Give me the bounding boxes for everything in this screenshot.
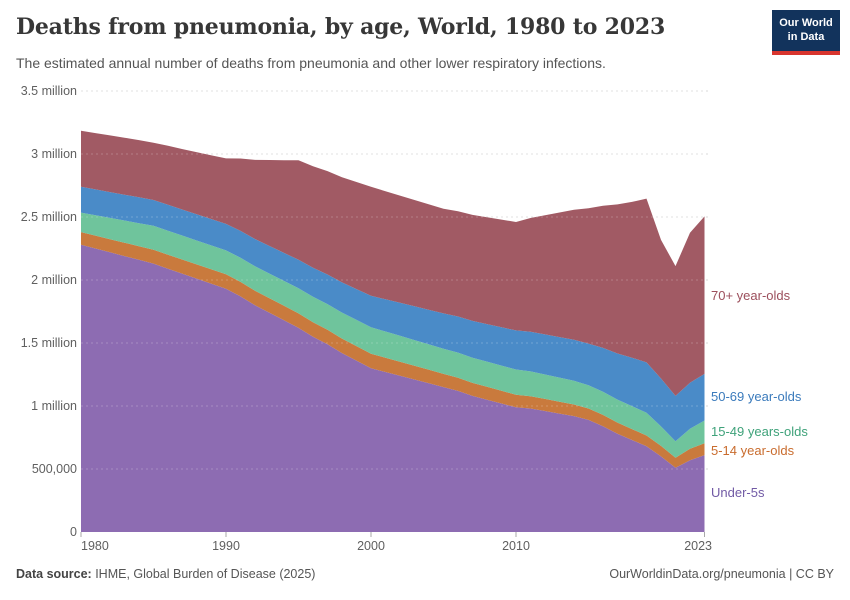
y-tick-label-3m: 3 million: [31, 147, 77, 161]
owid-logo-line2: in Data: [787, 30, 825, 43]
y-tick-label-3-5m: 3.5 million: [20, 84, 77, 98]
area-under-5s: [81, 244, 705, 532]
owid-logo-line1: Our World: [779, 17, 833, 29]
data-source-note: Data source: IHME, Global Burden of Dise…: [16, 567, 315, 581]
series-label-5-14: 5-14 year-olds: [711, 443, 795, 458]
chart-subtitle: The estimated annual number of deaths fr…: [16, 55, 606, 71]
series-label-15-49: 15-49 years-olds: [711, 424, 808, 439]
data-source-text: IHME, Global Burden of Disease (2025): [91, 567, 316, 581]
x-tick-label-1990: 1990: [212, 539, 240, 553]
area-5-14-year-olds: [81, 232, 705, 468]
y-tick-label-1m: 1 million: [31, 399, 77, 413]
y-tick-label-500k: 500,000: [31, 462, 77, 476]
y-tick-label-2m: 2 million: [31, 273, 77, 287]
credit-link[interactable]: OurWorldinData.org/pneumonia | CC BY: [609, 567, 834, 581]
owid-logo[interactable]: Our World in Data: [772, 10, 840, 55]
area-15-49-years-olds: [81, 212, 705, 458]
x-tick-label-1980: 1980: [81, 539, 109, 553]
y-tick-label-0: 0: [70, 525, 77, 539]
series-label-50-69: 50-69 year-olds: [711, 389, 802, 404]
x-tick-label-2000: 2000: [357, 539, 385, 553]
y-tick-label-2-5m: 2.5 million: [20, 210, 77, 224]
series-label-70-plus: 70+ year-olds: [711, 288, 791, 303]
area-70-year-olds: [81, 130, 705, 396]
area-50-69-year-olds: [81, 186, 705, 442]
y-tick-label-1-5m: 1.5 million: [20, 336, 77, 350]
chart-title: Deaths from pneumonia, by age, World, 19…: [16, 14, 666, 40]
x-tick-label-2010: 2010: [502, 539, 530, 553]
x-tick-label-2023: 2023: [684, 539, 712, 553]
series-label-under-5s: Under-5s: [711, 485, 765, 500]
data-source-label: Data source:: [16, 567, 92, 581]
